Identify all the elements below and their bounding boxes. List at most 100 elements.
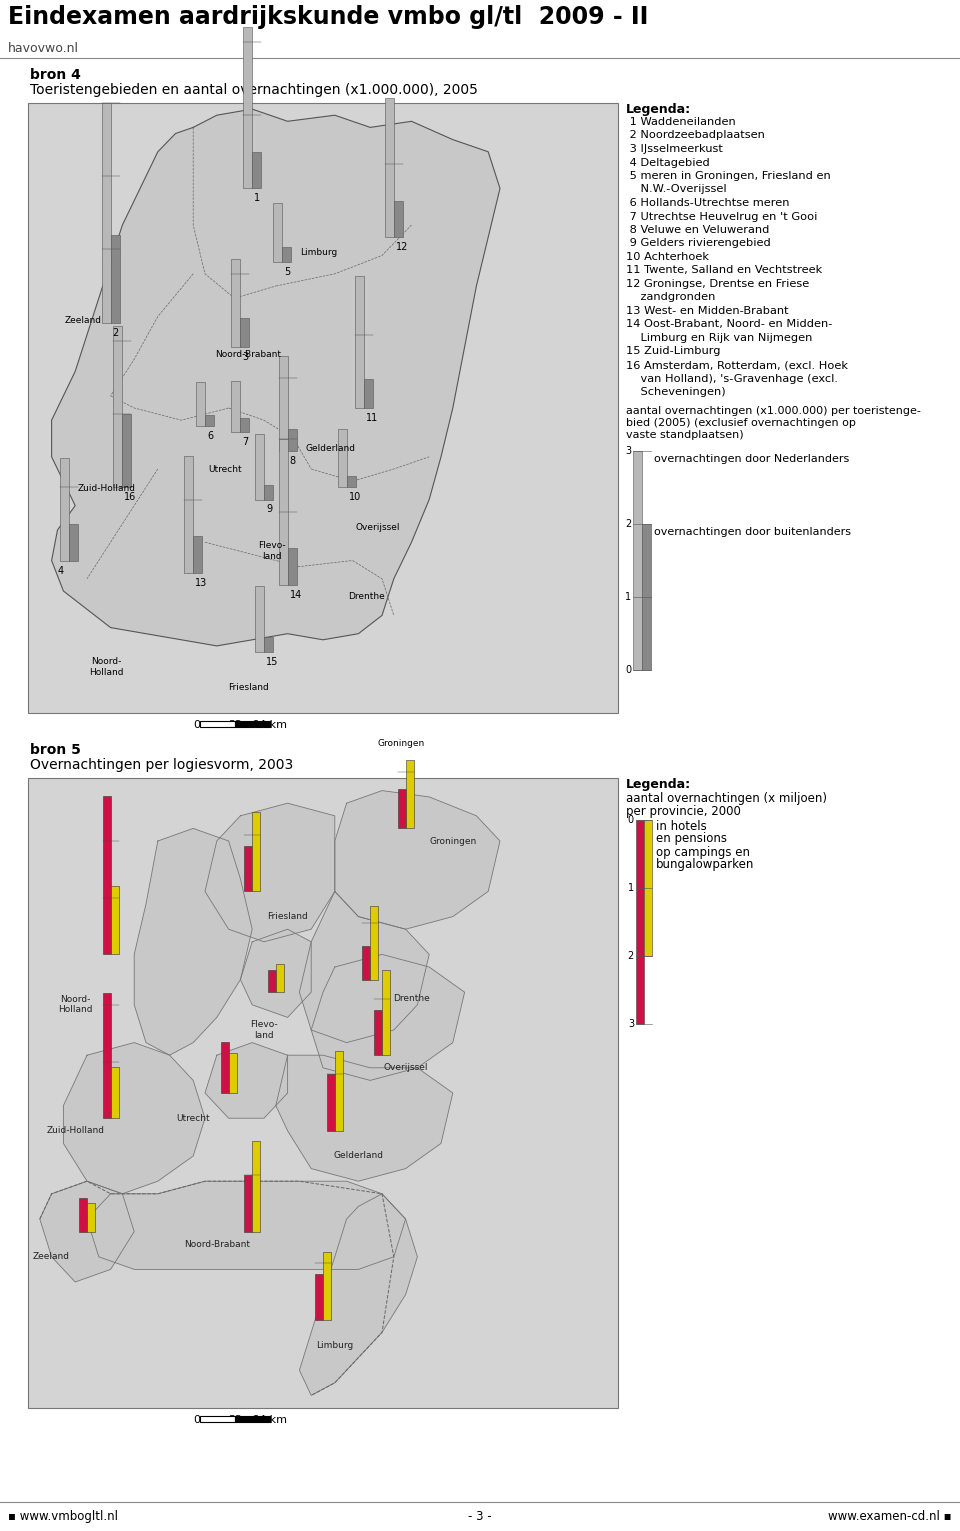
Bar xyxy=(123,413,132,487)
Text: ▪ www.vmbogltl.nl: ▪ www.vmbogltl.nl xyxy=(8,1510,118,1523)
Text: Utrecht: Utrecht xyxy=(207,464,241,473)
Text: 64 km: 64 km xyxy=(252,720,287,730)
Text: Legenda:: Legenda: xyxy=(626,103,691,116)
Bar xyxy=(276,965,284,992)
Bar xyxy=(235,1416,270,1422)
Text: Limburg en Rijk van Nijmegen: Limburg en Rijk van Nijmegen xyxy=(626,334,812,343)
Bar xyxy=(288,548,297,585)
Text: Zuid-Holland: Zuid-Holland xyxy=(46,1127,105,1136)
Text: 2: 2 xyxy=(628,951,634,961)
Text: 3: 3 xyxy=(242,352,249,361)
Text: 6 Hollands-Utrechtse meren: 6 Hollands-Utrechtse meren xyxy=(626,197,789,208)
Text: 13: 13 xyxy=(195,577,207,588)
Text: 13 West- en Midden-Brabant: 13 West- en Midden-Brabant xyxy=(626,306,788,315)
Text: N.W.-Overijssel: N.W.-Overijssel xyxy=(626,185,727,194)
Text: Gelderland: Gelderland xyxy=(306,444,356,453)
Bar xyxy=(278,355,288,450)
Bar xyxy=(288,429,297,450)
Bar xyxy=(642,524,651,671)
Text: Noord-
Holland: Noord- Holland xyxy=(58,995,92,1015)
Text: bron 4: bron 4 xyxy=(30,67,81,83)
Bar xyxy=(362,946,371,980)
Bar xyxy=(113,326,123,487)
Bar xyxy=(268,969,276,992)
Bar xyxy=(644,821,652,955)
Text: aantal overnachtingen (x1.000.000) per toeristenge-: aantal overnachtingen (x1.000.000) per t… xyxy=(626,407,921,416)
Text: bungalowparken: bungalowparken xyxy=(656,857,755,871)
Text: Friesland: Friesland xyxy=(228,683,269,692)
Bar xyxy=(374,1010,382,1055)
Text: 32: 32 xyxy=(228,720,242,730)
Bar xyxy=(231,259,240,348)
Bar xyxy=(110,234,120,323)
Text: Drenthe: Drenthe xyxy=(394,994,430,1003)
Bar xyxy=(110,1067,119,1118)
Bar xyxy=(60,458,69,560)
Text: Gelderland: Gelderland xyxy=(333,1151,383,1160)
Text: Overijssel: Overijssel xyxy=(356,522,400,531)
Text: Legenda:: Legenda: xyxy=(626,778,691,792)
Text: 11: 11 xyxy=(367,413,378,423)
Bar xyxy=(193,536,203,573)
Text: 8 Veluwe en Veluwerand: 8 Veluwe en Veluwerand xyxy=(626,225,769,234)
Bar xyxy=(406,761,414,828)
Text: 1 Waddeneilanden: 1 Waddeneilanden xyxy=(626,116,735,127)
Bar xyxy=(28,103,618,713)
Bar xyxy=(364,378,373,407)
Bar xyxy=(221,1043,228,1093)
Text: Noord-
Holland: Noord- Holland xyxy=(89,657,124,677)
Text: 1: 1 xyxy=(254,193,260,204)
Bar xyxy=(235,721,270,727)
Text: 3 IJsselmeerkust: 3 IJsselmeerkust xyxy=(626,144,723,155)
Bar xyxy=(382,971,390,1055)
Text: 14: 14 xyxy=(290,589,301,600)
Text: Overnachtingen per logiesvorm, 2003: Overnachtingen per logiesvorm, 2003 xyxy=(30,758,293,772)
Text: 10: 10 xyxy=(348,493,361,502)
Text: zandgronden: zandgronden xyxy=(626,292,715,303)
Bar xyxy=(394,201,403,237)
Text: www.examen-cd.nl ▪: www.examen-cd.nl ▪ xyxy=(828,1510,952,1523)
Polygon shape xyxy=(240,929,311,1018)
Bar xyxy=(244,847,252,891)
Bar xyxy=(103,796,110,954)
Text: Flevo-
land: Flevo- land xyxy=(251,1020,277,1040)
Text: 3: 3 xyxy=(625,446,631,456)
Text: 2: 2 xyxy=(625,519,631,528)
Text: Zuid-Holland: Zuid-Holland xyxy=(78,484,135,493)
Polygon shape xyxy=(205,1043,288,1118)
Polygon shape xyxy=(300,891,429,1043)
Bar xyxy=(252,152,261,188)
Text: Zeeland: Zeeland xyxy=(33,1252,70,1262)
Text: aantal overnachtingen (x miljoen): aantal overnachtingen (x miljoen) xyxy=(626,792,827,805)
Text: Flevo-
land: Flevo- land xyxy=(258,542,286,560)
Text: bied (2005) (exclusief overnachtingen op: bied (2005) (exclusief overnachtingen op xyxy=(626,418,856,429)
Bar xyxy=(252,1141,260,1231)
Bar xyxy=(110,886,119,954)
Polygon shape xyxy=(335,790,500,929)
Text: 0: 0 xyxy=(194,1415,201,1425)
Bar xyxy=(102,103,110,323)
Bar xyxy=(636,821,644,1024)
Bar xyxy=(385,98,394,237)
Text: 5 meren in Groningen, Friesland en: 5 meren in Groningen, Friesland en xyxy=(626,171,830,181)
Text: Friesland: Friesland xyxy=(267,912,308,922)
Bar xyxy=(355,276,364,407)
Text: overnachtingen door buitenlanders: overnachtingen door buitenlanders xyxy=(654,527,851,537)
Text: 4 Deltagebied: 4 Deltagebied xyxy=(626,158,709,167)
Polygon shape xyxy=(276,1055,453,1182)
Polygon shape xyxy=(311,954,465,1081)
Bar xyxy=(103,994,110,1118)
Bar xyxy=(205,415,214,426)
Text: en pensions: en pensions xyxy=(656,831,727,845)
Text: Groningen: Groningen xyxy=(429,836,476,845)
Bar xyxy=(315,1274,323,1320)
Bar xyxy=(278,438,288,585)
Bar xyxy=(28,778,618,1409)
Bar xyxy=(323,1252,331,1320)
Bar xyxy=(255,586,264,652)
Polygon shape xyxy=(205,804,335,942)
Text: Drenthe: Drenthe xyxy=(348,591,385,600)
Polygon shape xyxy=(39,1182,134,1281)
Text: 4: 4 xyxy=(58,565,63,576)
Bar xyxy=(184,456,193,573)
